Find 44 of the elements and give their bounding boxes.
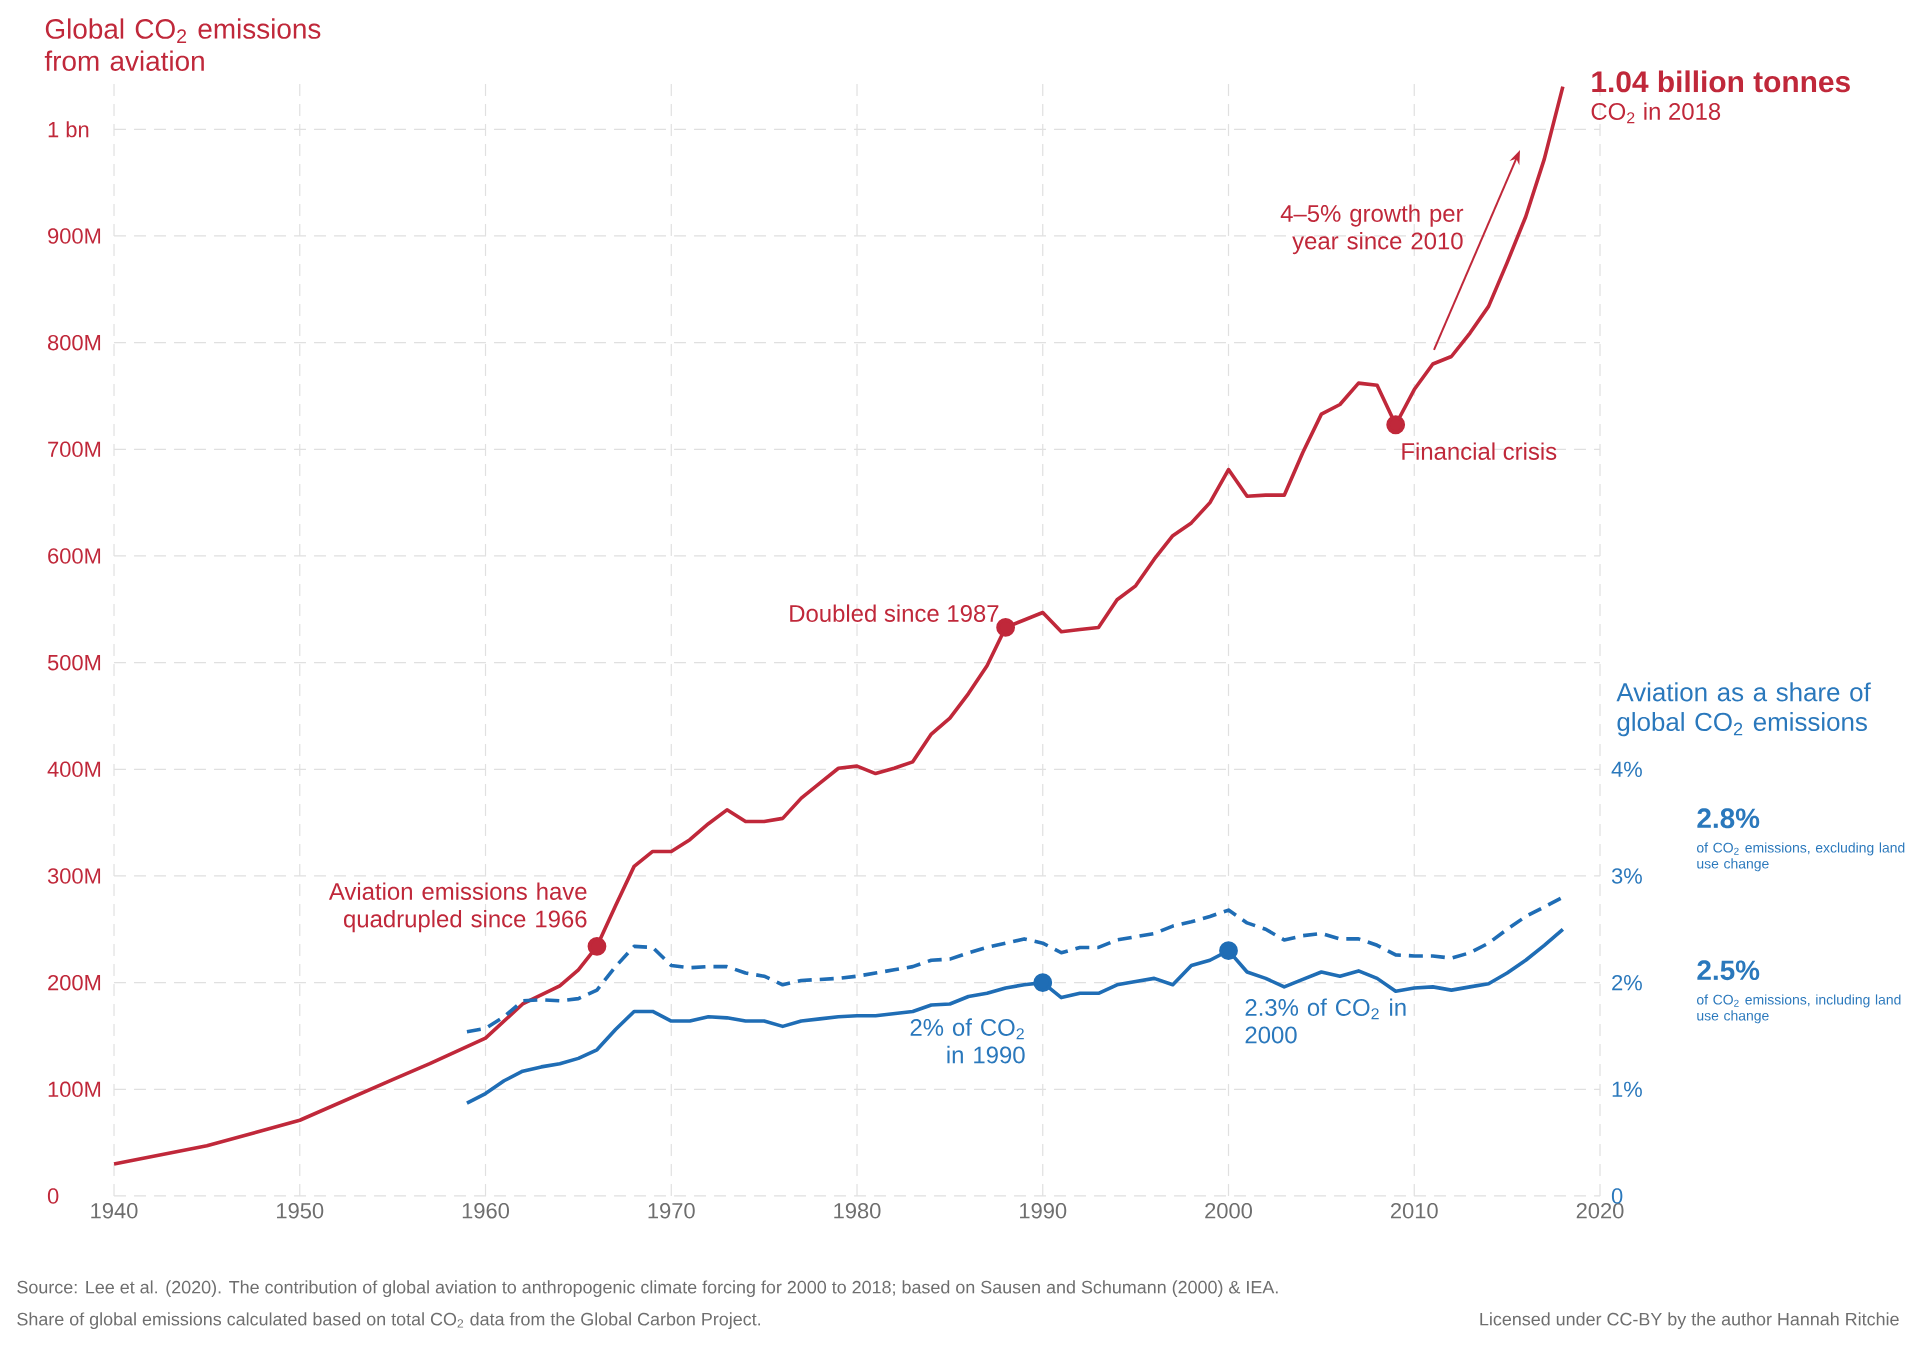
point — [1386, 415, 1406, 435]
y-tick-label: 600M — [48, 548, 101, 564]
y2-tick-label: 2% — [1612, 974, 1642, 991]
y-tick-label: 700M — [48, 441, 101, 458]
y2-tick-label: 3% — [1611, 868, 1642, 884]
y-tick-label: 500M — [47, 654, 101, 671]
annotation: 4–5% growth per year since 2010 — [1280, 204, 1464, 255]
x-tick-label: 2000 — [1205, 1203, 1252, 1219]
text: 2.5% — [1697, 960, 1760, 981]
y2-axis-title: Aviation as a share of global CO$_{2}$ emissions — [1616, 682, 1871, 737]
y-tick-label: 900M — [48, 228, 101, 244]
x-tick-label: 2020 — [1576, 1203, 1624, 1219]
annotation: Financial crisis — [1402, 442, 1557, 460]
y-tick-label: 0 — [47, 1188, 59, 1204]
y-tick-label: 100M — [48, 1081, 101, 1098]
y2-tick-label: 4% — [1611, 761, 1642, 777]
x-tick-label: 1960 — [462, 1203, 510, 1219]
text: Share of global emissions calculated based on total CO$_{2}$ data from the Global Carbon Project. — [17, 1312, 761, 1330]
y-tick-label: 800M — [48, 334, 101, 351]
text: Licensed under CC-BY by the author Hannah Ritchie — [1480, 1312, 1899, 1330]
source-note: Source: Lee et al. (2020). The contribution of global aviation to anthropogenic climate forcing for 2000 to 2018; based on Sausen and Schumann (2000) & IEA. — [17, 1280, 1278, 1298]
x-tick-label: 2010 — [1390, 1203, 1438, 1219]
x-tick-label: 1950 — [277, 1203, 324, 1219]
text: 2.8% — [1697, 808, 1760, 829]
y-axis-title: Global CO$_{2}$ emissions from aviation — [44, 18, 321, 71]
line-series — [112, 84, 1565, 1166]
text: 2.3% of CO$_{2}$ in 2000 — [1245, 998, 1406, 1044]
y2-tick-label: 1% — [1612, 1081, 1642, 1097]
annotation: Aviation emissions have quadrupled since 1966 — [328, 882, 587, 933]
x-tick-label: 1980 — [834, 1203, 881, 1219]
y-tick-label: 1 bn — [48, 121, 89, 138]
annotation: 1.04 billion tonnes — [1592, 70, 1850, 93]
point — [587, 936, 607, 956]
x-tick-label: 1970 — [648, 1203, 695, 1219]
annotation: CO$_{2}$ in 2018 — [1591, 102, 1721, 124]
point — [996, 618, 1016, 637]
y-tick-label: 400M — [47, 761, 101, 778]
y-tick-label: 300M — [47, 868, 101, 884]
y2-tick-label: 0 — [1611, 1188, 1623, 1204]
y-tick-label: 200M — [48, 974, 101, 991]
annotation: Doubled since 1987 — [790, 604, 999, 622]
annotation: 2% of CO$_{2}$ in 1990 — [910, 1018, 1025, 1064]
x-tick-label: 1990 — [1020, 1203, 1067, 1219]
x-tick-label: 1940 — [91, 1203, 138, 1219]
